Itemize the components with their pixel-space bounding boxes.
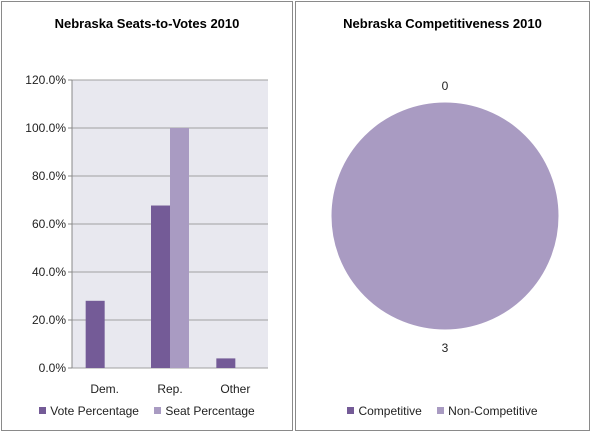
pie-chart-title: Nebraska Competitiveness 2010 — [343, 16, 542, 31]
bar-chart-title: Nebraska Seats-to-Votes 2010 — [54, 16, 240, 31]
pie-chart: 03 — [330, 79, 560, 355]
y-tick-label: 80.0% — [32, 169, 66, 183]
x-tick-label: Dem. — [90, 382, 119, 396]
legend-label-competitive: Competitive — [358, 404, 422, 418]
pie-slice-non-competitive — [330, 101, 560, 331]
bar-vote-rep — [151, 205, 170, 368]
y-tick-label: 60.0% — [32, 217, 66, 231]
y-tick-label: 100.0% — [25, 121, 66, 135]
legend-item-vote: Vote Percentage — [39, 404, 139, 418]
legend-label-vote: Vote Percentage — [50, 404, 139, 418]
pie-data-label-competitive: 0 — [442, 79, 449, 93]
y-tick-label: 120.0% — [25, 73, 66, 87]
legend-item-non-competitive: Non-Competitive — [437, 404, 538, 418]
pie-data-label-non-competitive: 3 — [442, 341, 449, 355]
x-tick-label: Other — [220, 382, 250, 396]
y-tick-label: 20.0% — [32, 313, 66, 327]
pie-legend: Competitive Non-Competitive — [296, 404, 589, 418]
bar-chart: 0.0% 20.0% 40.0% 60.0% 80.0% 100.0% 120.0% Dem.… — [25, 73, 268, 396]
y-tick-label: 40.0% — [32, 265, 66, 279]
x-tick-label: Rep. — [157, 382, 182, 396]
legend-swatch-seat — [154, 407, 162, 414]
bar-seat-rep — [170, 128, 189, 368]
legend-swatch-vote — [39, 407, 47, 414]
bar-vote-dem — [85, 300, 105, 368]
legend-swatch-non-competitive — [437, 407, 445, 414]
seats-to-votes-panel: Nebraska Seats-to-Votes 2010 0.0% 20.0% 40… — [1, 1, 293, 431]
legend-swatch-competitive — [347, 407, 355, 414]
legend-item-competitive: Competitive — [347, 404, 422, 418]
bar-legend: Vote Percentage Seat Percentage — [2, 404, 292, 418]
y-tick-label: 0.0% — [39, 361, 67, 375]
legend-item-seat: Seat Percentage — [154, 404, 255, 418]
legend-label-seat: Seat Percentage — [165, 404, 255, 418]
legend-label-non-competitive: Non-Competitive — [448, 404, 538, 418]
bar-vote-other — [216, 358, 236, 368]
